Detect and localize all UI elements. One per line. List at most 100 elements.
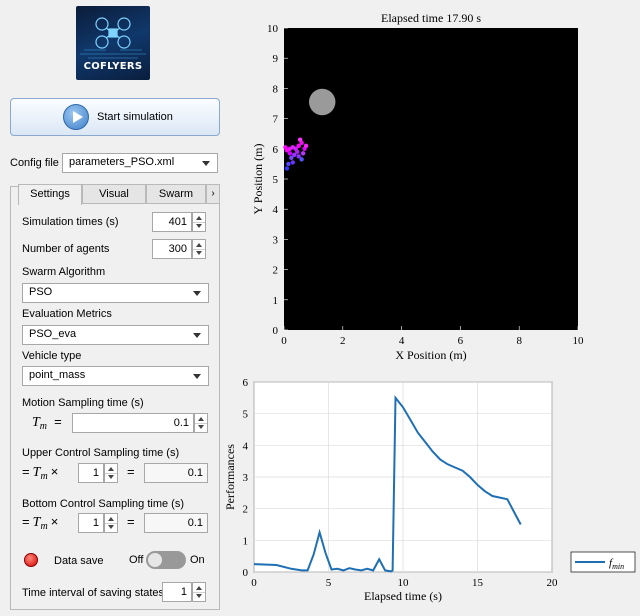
agent-point xyxy=(300,151,306,156)
x-tick-label: 20 xyxy=(547,577,559,589)
x-axis-label: Elapsed time (s) xyxy=(364,589,442,603)
vehicle-type-value: point_mass xyxy=(29,369,86,381)
motion-sampling-formula: Tm = xyxy=(32,414,62,432)
motion-sampling-input[interactable]: 0.1 xyxy=(72,413,194,433)
swarm-algorithm-dropdown[interactable]: PSO xyxy=(22,283,209,303)
tm-symbol: T xyxy=(32,515,41,530)
num-agents-spinner[interactable] xyxy=(192,239,206,259)
spin-up-icon xyxy=(198,417,204,421)
spin-down-icon xyxy=(108,525,114,529)
simulation-times-spinner[interactable] xyxy=(192,212,206,232)
data-save-on-label: On xyxy=(190,554,205,566)
agent-point xyxy=(303,143,309,148)
y-tick-label: 2 xyxy=(273,265,279,277)
y-tick-label: 10 xyxy=(267,23,279,35)
agent-point xyxy=(284,166,290,171)
agent-point xyxy=(296,154,301,159)
y-tick-label: 0 xyxy=(273,325,279,337)
evaluation-metrics-dropdown[interactable]: PSO_eva xyxy=(22,325,209,345)
y-tick-label: 3 xyxy=(273,234,279,246)
motion-sampling-spinner[interactable] xyxy=(194,413,208,433)
tab-visual[interactable]: Visual xyxy=(82,184,146,204)
spin-up-icon xyxy=(108,467,114,471)
tab-bar: Settings Visual Swarm › xyxy=(10,184,220,205)
agent-point xyxy=(295,149,300,155)
equals-sign: = xyxy=(127,464,135,479)
save-interval-spinner[interactable] xyxy=(192,582,206,602)
x-tick-label: 4 xyxy=(399,335,405,347)
agent-point xyxy=(299,157,304,162)
y-tick-label: 5 xyxy=(273,174,279,186)
agent-point xyxy=(289,155,294,161)
performance-chart: 0 5 10 15 20 0 1 2 3 4 5 6 Elapsed time (s) Performan… xyxy=(223,377,636,603)
x-tick-label: 5 xyxy=(326,577,332,589)
num-agents-label: Number of agents xyxy=(22,243,110,255)
x-tick-label: 10 xyxy=(398,577,410,589)
y-axis-label: Y Position (m) xyxy=(251,144,265,215)
chevron-down-icon xyxy=(193,291,201,296)
agent-point xyxy=(286,161,291,167)
start-simulation-button[interactable]: Start simulation xyxy=(10,98,220,136)
tm-subscript: m xyxy=(40,471,48,483)
spin-up-icon xyxy=(196,586,202,590)
spin-up-icon xyxy=(196,216,202,220)
save-interval-label: Time interval of saving states xyxy=(22,587,165,599)
num-agents-input[interactable]: 300 xyxy=(152,239,192,259)
upper-control-spinner[interactable] xyxy=(104,463,118,483)
y-tick-label: 5 xyxy=(243,409,249,421)
x-tick-label: 15 xyxy=(472,577,484,589)
bottom-control-value: 0.1 xyxy=(144,513,208,533)
y-axis-label: Performances xyxy=(223,444,237,510)
data-save-lamp-icon xyxy=(24,553,38,567)
bottom-control-multiplier[interactable]: 1 xyxy=(78,513,104,533)
x-tick-label: 10 xyxy=(573,335,585,347)
drone-icon xyxy=(80,17,146,59)
config-file-dropdown[interactable]: parameters_PSO.xml xyxy=(62,153,218,173)
tm-symbol: T xyxy=(32,465,41,480)
times-sign: × xyxy=(50,514,59,529)
y-tick-label: 7 xyxy=(273,114,279,126)
config-file-label: Config file xyxy=(10,157,59,169)
bottom-control-spinner[interactable] xyxy=(104,513,118,533)
spin-down-icon xyxy=(196,251,202,255)
upper-control-label: Upper Control Sampling time (s) xyxy=(22,447,180,459)
equals-sign: = xyxy=(22,514,30,529)
tm-subscript: m xyxy=(40,521,48,533)
y-tick-label: 3 xyxy=(243,472,249,484)
upper-control-formula: = Tm × xyxy=(22,464,58,482)
chart-title: Elapsed time 17.90 s xyxy=(381,11,481,25)
plot-area xyxy=(284,28,578,330)
y-tick-label: 1 xyxy=(273,295,279,307)
upper-control-multiplier[interactable]: 1 xyxy=(78,463,104,483)
x-tick-label: 8 xyxy=(516,335,522,347)
tab-settings[interactable]: Settings xyxy=(18,184,82,205)
agent-point xyxy=(283,145,288,150)
y-tick-label: 4 xyxy=(243,440,249,452)
chevron-down-icon xyxy=(202,161,210,166)
save-interval-input[interactable]: 1 xyxy=(162,582,192,602)
vehicle-type-dropdown[interactable]: point_mass xyxy=(22,366,209,386)
data-save-label: Data save xyxy=(54,555,104,567)
tab-settings-label: Settings xyxy=(30,188,70,200)
simulation-times-input[interactable]: 401 xyxy=(152,212,192,232)
agent-point xyxy=(296,143,301,148)
config-file-value: parameters_PSO.xml xyxy=(69,156,175,168)
tm-subscript: m xyxy=(39,421,48,433)
logo-text: COFLYERS xyxy=(83,61,143,72)
position-chart: 0 2 4 6 8 10 0 1 2 3 4 5 6 7 8 9 10 Elapsed time 17.90 s X… xyxy=(251,11,584,362)
spin-up-icon xyxy=(196,243,202,247)
y-tick-label: 6 xyxy=(273,144,279,156)
play-icon xyxy=(63,104,89,130)
tab-scroll-right[interactable]: › xyxy=(206,184,220,204)
tab-swarm[interactable]: Swarm xyxy=(146,184,206,204)
obstacle xyxy=(308,88,336,116)
data-save-off-label: Off xyxy=(129,554,144,566)
data-save-toggle[interactable] xyxy=(146,551,186,569)
bottom-control-label: Bottom Control Sampling time (s) xyxy=(22,498,184,510)
x-tick-label: 2 xyxy=(340,335,346,347)
evaluation-metrics-value: PSO_eva xyxy=(29,328,77,340)
simulation-times-label: Simulation times (s) xyxy=(22,216,119,228)
coflyers-logo: COFLYERS xyxy=(76,6,150,80)
swarm-algorithm-value: PSO xyxy=(29,286,53,298)
